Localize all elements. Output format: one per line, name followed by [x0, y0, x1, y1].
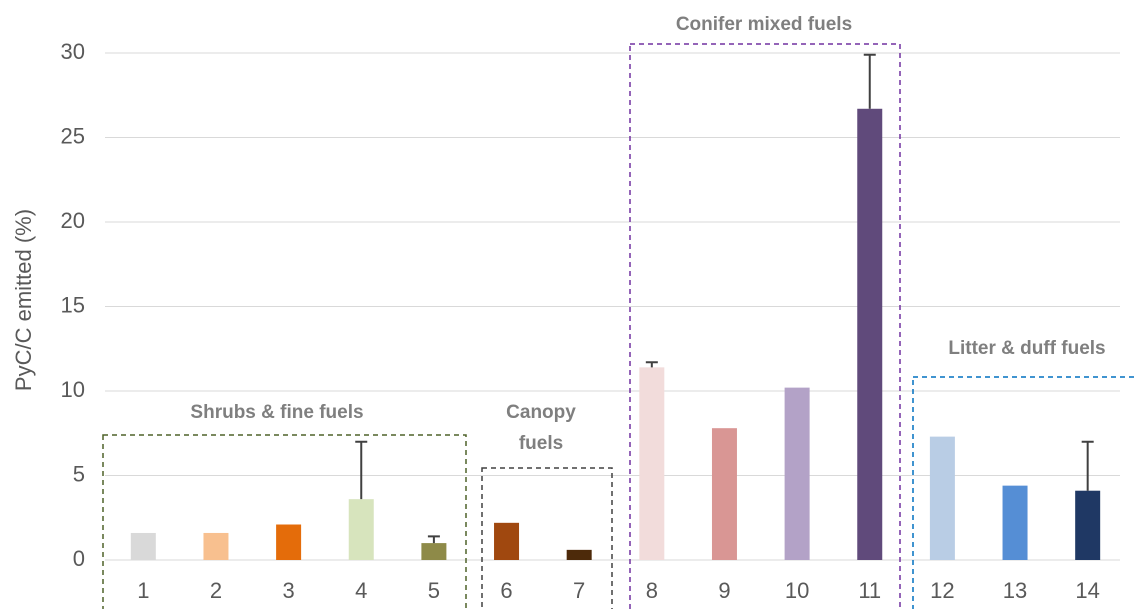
x-tick-label: 10: [785, 578, 809, 603]
bar: [929, 436, 955, 560]
group-label: Litter & duff fuels: [948, 337, 1106, 359]
group-label: Shrubs & fine fuels: [190, 401, 364, 423]
x-tick-label: 6: [500, 578, 512, 603]
group-label: Canopy fuels: [506, 402, 576, 454]
x-tick-label: 2: [210, 578, 222, 603]
y-tick-label: 0: [73, 546, 85, 571]
y-tick-label: 5: [73, 461, 85, 486]
bar: [711, 428, 737, 560]
bar: [494, 522, 520, 560]
bar: [421, 543, 447, 560]
x-tick-label: 4: [355, 578, 367, 603]
error-bar: [427, 535, 440, 544]
x-tick-label: 7: [573, 578, 585, 603]
y-tick-label: 15: [61, 292, 85, 317]
bar: [203, 532, 229, 560]
x-tick-label: 14: [1075, 578, 1099, 603]
error-bar: [355, 440, 368, 500]
x-tick-label: 9: [718, 578, 730, 603]
bar: [784, 387, 810, 560]
group-box: [481, 467, 613, 609]
y-tick-label: 20: [61, 208, 85, 233]
y-tick-label: 10: [61, 377, 85, 402]
x-tick-label: 8: [646, 578, 658, 603]
bar: [857, 108, 883, 561]
error-bar: [645, 361, 658, 368]
group-label: Conifer mixed fuels: [675, 13, 853, 35]
bar: [276, 524, 302, 560]
x-tick-label: 13: [1003, 578, 1027, 603]
bar: [348, 499, 374, 560]
x-tick-label: 12: [930, 578, 954, 603]
y-tick-label: 25: [61, 123, 85, 148]
bar: [639, 367, 665, 560]
bar: [130, 532, 156, 560]
group-box: [102, 434, 467, 609]
group-box: [629, 43, 901, 609]
bar: [1002, 485, 1028, 560]
x-tick-label: 5: [428, 578, 440, 603]
x-tick-label: 3: [282, 578, 294, 603]
y-tick-label: 30: [61, 39, 85, 64]
error-bar: [863, 53, 876, 109]
y-axis-label: PyC/C emitted (%): [11, 209, 36, 391]
error-bar: [1081, 440, 1094, 491]
bar: [566, 549, 592, 560]
x-tick-label: 1: [137, 578, 149, 603]
x-tick-label: 11: [858, 578, 881, 603]
group-box: [912, 376, 1135, 609]
bar: [1075, 490, 1101, 560]
